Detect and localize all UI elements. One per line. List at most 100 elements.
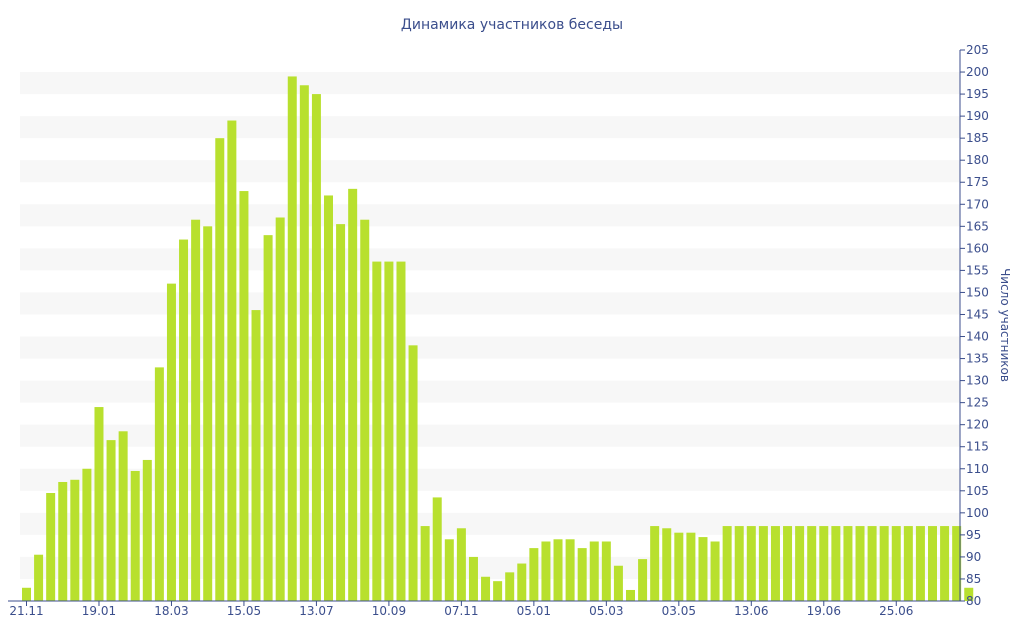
- x-tick-label: 05.01: [517, 604, 551, 618]
- bar: [964, 587, 974, 601]
- y-tick-label: 145: [966, 307, 989, 321]
- bar: [493, 581, 503, 601]
- bar: [227, 120, 237, 601]
- bar: [710, 541, 720, 601]
- y-tick-label: 185: [966, 131, 989, 145]
- bar: [891, 526, 901, 601]
- bar: [722, 526, 732, 601]
- bar: [324, 195, 333, 602]
- y-tick-label: 90: [966, 550, 981, 564]
- x-tick-label: 10.09: [372, 604, 406, 618]
- x-tick-label: 19.06: [807, 604, 841, 618]
- bar: [734, 526, 744, 601]
- bar: [384, 261, 394, 601]
- bar: [203, 226, 213, 601]
- grid-band: [20, 248, 960, 271]
- bar: [468, 556, 478, 601]
- bar: [299, 85, 309, 602]
- grid-band: [20, 116, 960, 139]
- bar: [34, 554, 44, 601]
- chart-title: Динамика участников беседы: [401, 17, 623, 33]
- y-tick-label: 205: [966, 43, 989, 57]
- bar: [263, 235, 273, 602]
- bar: [807, 526, 817, 601]
- y-tick-label: 180: [966, 153, 989, 167]
- bar: [58, 481, 68, 601]
- bar: [396, 261, 406, 601]
- y-tick-label: 155: [966, 263, 989, 277]
- bar: [855, 526, 865, 601]
- bar-series: [22, 76, 974, 602]
- bar: [251, 310, 261, 601]
- bar: [952, 526, 962, 601]
- bar: [770, 526, 780, 601]
- bar: [191, 219, 201, 601]
- bar: [674, 532, 684, 601]
- bar: [686, 532, 696, 601]
- bar: [287, 76, 297, 601]
- bar: [940, 526, 950, 601]
- x-tick-label: 07.11: [444, 604, 478, 618]
- y-tick-label: 200: [966, 65, 989, 79]
- x-tick-label: 15.05: [227, 604, 261, 618]
- bar: [783, 526, 793, 601]
- y-tick-label: 125: [966, 396, 989, 410]
- x-tick-label: 18.03: [154, 604, 188, 618]
- bar: [456, 528, 466, 601]
- bar: [311, 94, 321, 601]
- grid-band: [20, 72, 960, 95]
- bar: [215, 138, 225, 601]
- grid-band: [20, 292, 960, 315]
- y-tick-label: 80: [966, 594, 981, 608]
- y-tick-label: 115: [966, 440, 989, 454]
- bar: [819, 526, 829, 601]
- bar: [432, 497, 442, 601]
- y-tick-label: 170: [966, 197, 989, 211]
- x-tick-label: 21.11: [9, 604, 43, 618]
- bar: [505, 572, 515, 601]
- y-tick-label: 175: [966, 175, 989, 189]
- y-axis-title: Число участников: [998, 268, 1012, 382]
- y-tick-label: 140: [966, 330, 989, 344]
- bar: [843, 526, 853, 601]
- x-tick-label: 25.06: [879, 604, 913, 618]
- bar: [517, 563, 527, 601]
- bar: [867, 526, 877, 601]
- bar: [372, 261, 382, 601]
- bar: [336, 224, 346, 601]
- grid-bands: [20, 72, 960, 579]
- y-tick-label: 165: [966, 219, 989, 233]
- bar: [758, 526, 768, 601]
- bar: [22, 587, 31, 601]
- bar: [928, 526, 937, 601]
- x-axis-ticks: 21.11 19.01 18.03 15.05 13.07 10.09 07.11 05.01…: [9, 601, 913, 618]
- y-tick-label: 95: [966, 528, 981, 542]
- bar: [70, 479, 80, 601]
- x-tick-label: 13.07: [299, 604, 333, 618]
- bar: [613, 565, 623, 601]
- bar: [166, 283, 176, 601]
- bar: [541, 541, 551, 601]
- bar: [106, 440, 116, 601]
- bar: [239, 191, 249, 601]
- x-tick-label: 03.05: [662, 604, 696, 618]
- grid-band: [20, 204, 960, 227]
- grid-band: [20, 336, 960, 359]
- bar: [130, 470, 140, 601]
- x-tick-label: 13.06: [734, 604, 768, 618]
- bar: [420, 526, 430, 601]
- bar: [638, 559, 648, 601]
- bar: [529, 548, 539, 601]
- bar: [565, 539, 575, 601]
- bar: [553, 539, 563, 601]
- y-tick-label: 150: [966, 285, 989, 299]
- y-tick-label: 120: [966, 418, 989, 432]
- bar: [46, 493, 56, 601]
- bar: [601, 541, 611, 601]
- y-tick-label: 110: [966, 462, 989, 476]
- y-tick-label: 135: [966, 352, 989, 366]
- y-tick-label: 160: [966, 241, 989, 255]
- y-tick-label: 195: [966, 87, 989, 101]
- y-axis-ticks: 80 85 90 95 100 105 110 115 120 125 130 135 140 145 15…: [960, 43, 989, 608]
